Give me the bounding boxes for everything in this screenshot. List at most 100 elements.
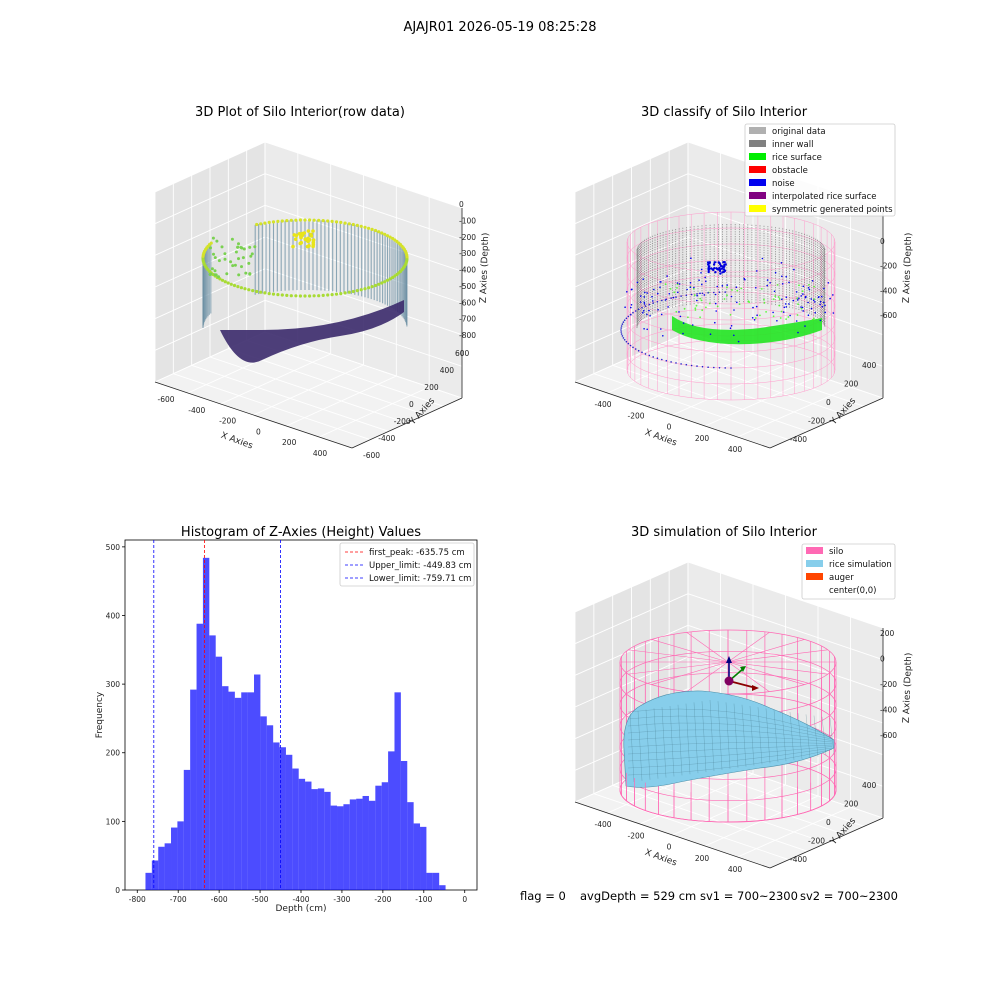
status-sv1: sv1 = 700~2300 [700,889,798,903]
histogram-x-tick-7: -100 [415,895,432,904]
classify-panel-title: 3D classify of Silo Interior [641,105,808,120]
histogram-y-tick-2: 200 [106,749,121,758]
raw-x-tick-4: 200 [282,438,297,447]
classify-x-tick-2: 0 [667,423,672,432]
raw-z-tick-labels: 0 -100 -200 -300 -400 -500 -600 -700 -800 [459,200,476,340]
classify-legend-label-4: noise [772,179,795,189]
classify-legend-swatch-2 [749,153,766,160]
simulation-z-tick-2: -200 [880,680,897,689]
histogram-bar-41 [407,802,414,890]
classify-x-tick-3: 200 [695,434,710,443]
histogram-bar-13 [228,691,235,890]
classify-legend-label-3: obstacle [772,166,808,176]
simulation-z-tick-1: 0 [880,655,885,664]
histogram-bar-28 [324,791,331,890]
raw-point-cloud [201,218,409,401]
classify-legend-label-1: inner wall [772,140,813,150]
histogram-bar-26 [311,789,318,890]
simulation-legend-label-2: auger [829,573,854,583]
histogram-bar-37 [381,782,389,890]
histogram-legend-label-1: Upper_limit: -449.83 cm [369,561,472,571]
simulation-y-tick-labels: 400 200 0 -200-400 [790,781,877,864]
simulation-legend-label-1: rice simulation [829,560,892,570]
histogram-bar-24 [298,778,306,890]
simulation-legend-label-3: center(0,0) [829,586,877,596]
classify-legend-swatch-6 [749,205,766,212]
histogram-bar-38 [388,751,395,890]
histogram-bar-11 [215,656,223,890]
raw-3d-panel[interactable]: 3D Plot of Silo Interior(row data) -600 -… [154,105,491,460]
histogram-bar-18 [260,716,267,890]
histogram-bar-22 [285,754,293,890]
simulation-z-axis-label: Z Axies (Depth) [902,653,914,724]
status-avg-depth: avgDepth = 529 cm [580,889,696,903]
raw-y-tick-5: -400 [378,434,395,443]
classify-y-tick-labels: 400 200 0 -200-400 [790,361,877,444]
histogram-y-ticks: 0 100 200 300 400 500 [106,543,125,895]
raw-x-tick-0: -600 [157,395,174,404]
histogram-bar-2 [158,846,165,890]
histogram-bar-36 [375,785,382,890]
histogram-panel[interactable]: Histogram of Z-Axies (Height) Values -80… [95,525,478,914]
classify-legend-label-0: original data [772,127,826,137]
classify-legend-label-2: rice surface [772,153,822,163]
simulation-legend: silo rice simulation auger center(0,0) [801,543,896,600]
simulation-y-tick-4: -400 [790,855,807,864]
classify-legend-swatch-0 [749,127,766,134]
simulation-z-tick-3: -400 [880,706,897,715]
histogram-bar-44 [426,872,433,890]
histogram-y-tick-1: 100 [106,817,121,826]
raw-y-tick-3: 0 [409,400,414,409]
classify-y-tick-1: 200 [844,380,859,389]
classify-z-tick-1: -200 [880,262,897,271]
histogram-bar-20 [273,742,280,890]
histogram-bar-6 [183,769,191,890]
classify-legend-swatch-3 [749,166,766,173]
histogram-bar-8 [196,623,203,890]
classify-legend-label-6: symmetric generated points [772,205,893,215]
classify-y-tick-4: -400 [790,435,807,444]
histogram-bar-17 [254,674,261,890]
histogram-legend-label-2: Lower_limit: -759.71 cm [369,574,471,584]
simulation-x-tick-2: 0 [667,843,672,852]
histogram-bar-12 [222,686,229,890]
simulation-z-tick-labels: 200 0 -200 -400 -600 [880,629,897,740]
classify-z-tick-3: -600 [880,311,897,320]
simulation-silo-and-rice [619,629,837,823]
histogram-bar-27 [317,788,325,890]
raw-x-tick-1: -400 [188,406,205,415]
histogram-x-axis-label: Depth (cm) [275,904,326,914]
raw-x-axis-label: X Axies [219,431,254,452]
histogram-x-tick-3: -500 [252,895,269,904]
raw-x-tick-5: 400 [313,449,328,458]
simulation-x-tick-0: -400 [594,820,611,829]
classify-x-tick-0: -400 [594,400,611,409]
status-line: flag = 0 avgDepth = 529 cm sv1 = 700~230… [520,889,898,903]
classify-y-tick-2: 0 [826,398,831,407]
classify-3d-panel[interactable]: 3D classify of Silo Interior -400 -200 0 20… [574,105,914,454]
simulation-3d-panel[interactable]: 3D simulation of Silo Interior -400-2000… [574,525,914,874]
raw-z-tick-1: -100 [459,216,476,225]
classify-y-tick-0: 400 [862,361,877,370]
histogram-x-tick-0: -800 [129,895,146,904]
classify-x-tick-4: 400 [728,445,743,454]
simulation-z-tick-0: 200 [880,629,895,638]
raw-panel-title: 3D Plot of Silo Interior(row data) [195,105,405,120]
raw-y-tick-1: 400 [440,366,455,375]
histogram-bar-14 [234,697,242,890]
histogram-y-tick-3: 300 [106,680,121,689]
raw-z-tick-0: 0 [459,200,464,209]
histogram-bar-25 [305,781,312,890]
histogram-bar-23 [292,768,299,890]
raw-y-tick-6: -600 [363,451,380,460]
histogram-legend: first_peak: -635.75 cm Upper_limit: -449.… [339,542,475,587]
histogram-bar-35 [368,800,376,890]
classify-legend-swatch-1 [749,140,766,147]
histogram-x-tick-8: 0 [462,895,467,904]
classify-point-cloud [620,211,836,401]
histogram-bar-31 [343,804,350,890]
histogram-vlines [153,540,282,890]
histogram-bar-7 [190,689,197,890]
simulation-x-tick-labels: -400 -200 0 200 400 [594,820,742,874]
simulation-x-tick-1: -200 [627,831,644,840]
